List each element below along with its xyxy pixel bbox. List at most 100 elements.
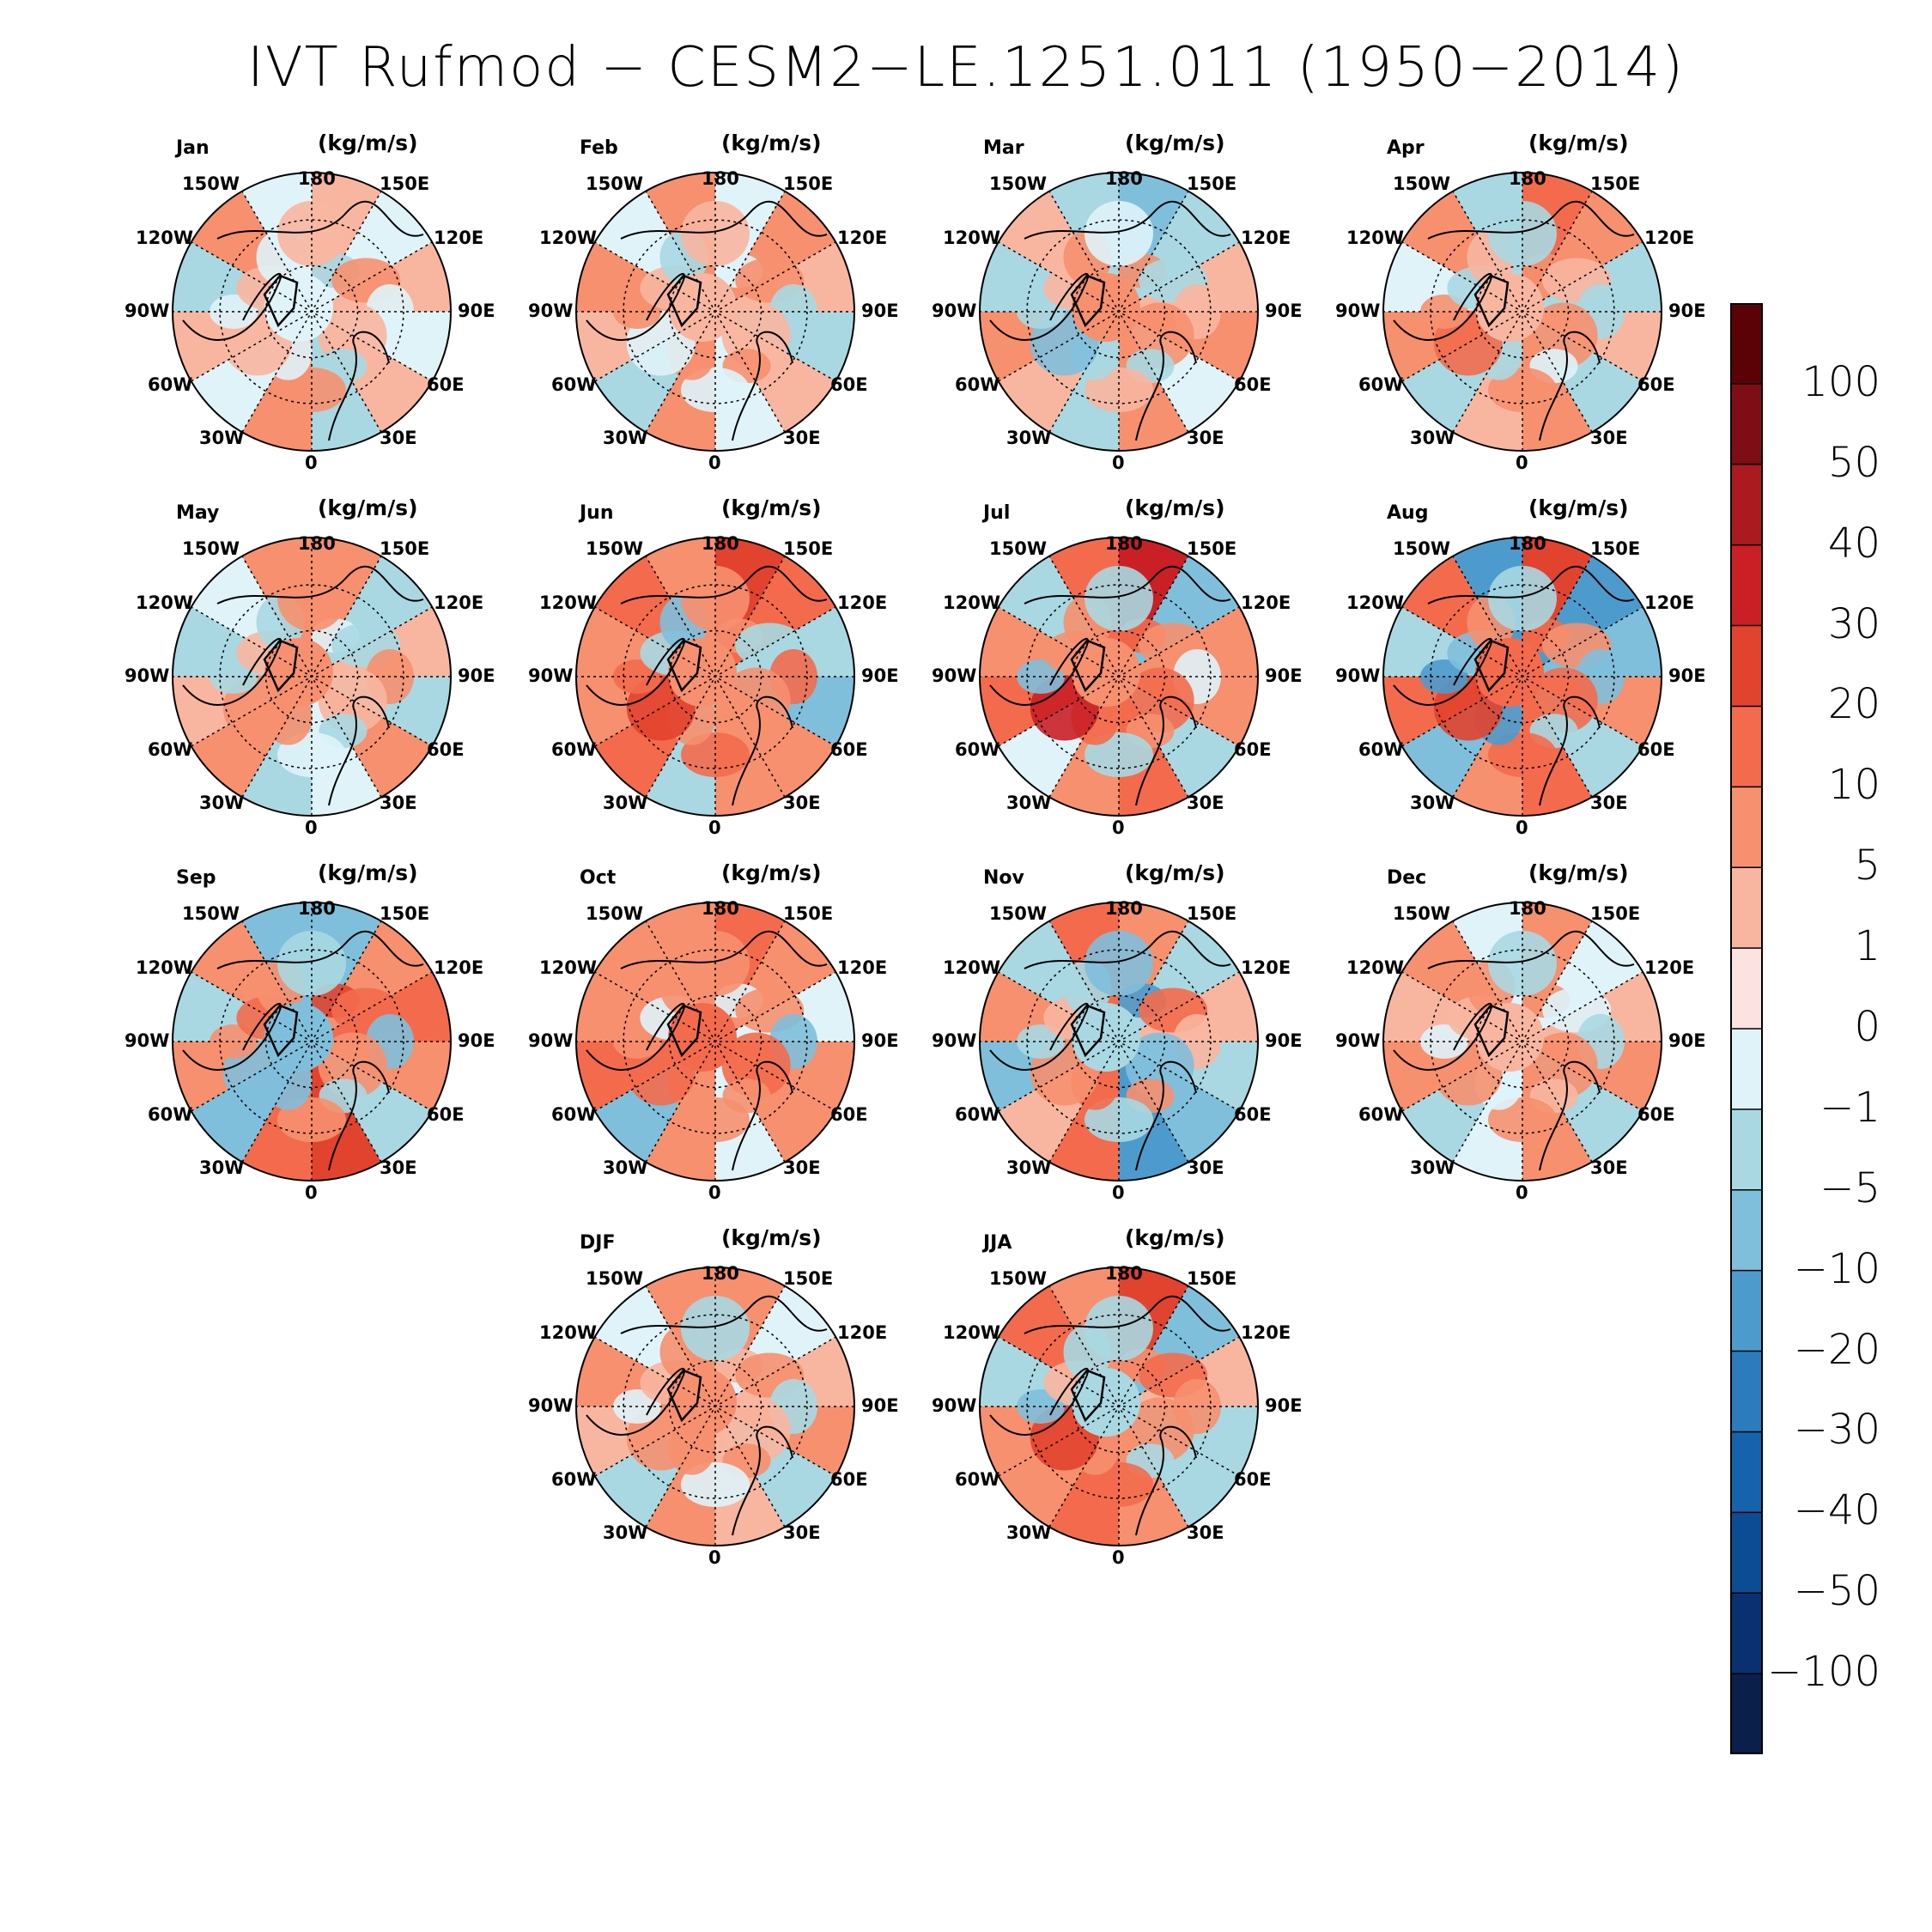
coastline	[1539, 331, 1601, 441]
coastline	[586, 1367, 685, 1436]
meridian-line	[594, 971, 836, 1112]
longitude-label: 150E	[783, 173, 834, 194]
longitude-label: 150W	[586, 903, 643, 924]
longitude-label: 150E	[783, 1268, 834, 1289]
coastline	[1427, 565, 1635, 605]
polar-map	[979, 902, 1259, 1182]
longitude-label: 60W	[955, 739, 1000, 760]
coastline	[989, 637, 1089, 706]
coastline	[586, 637, 685, 706]
polar-map	[1382, 537, 1662, 817]
longitude-label: 60E	[1637, 374, 1675, 395]
colorbar-tick-label: 30	[1827, 599, 1880, 648]
longitude-label: 0	[708, 817, 721, 838]
longitude-label: 90W	[932, 301, 977, 321]
longitude-label: 120E	[1644, 228, 1695, 248]
longitude-label: 120W	[943, 228, 1000, 248]
longitude-label: 90E	[1265, 1030, 1303, 1051]
longitude-label: 90W	[528, 665, 574, 686]
meridian-line	[1401, 606, 1643, 747]
map-panel-feb: Feb (kg/m/s) 180 150W 150E 120W 120E 90W 90E 60W 6…	[528, 129, 936, 489]
coastline	[586, 1002, 685, 1071]
panel-units: (kg/m/s)	[1528, 495, 1629, 520]
colorbar-segment	[1730, 1270, 1763, 1352]
coastline	[620, 565, 828, 605]
longitude-label: 0	[1112, 1547, 1125, 1568]
coastline	[1427, 200, 1635, 240]
polar-cap	[1072, 1003, 1140, 1072]
longitude-label: 150W	[989, 538, 1047, 559]
longitude-label: 30E	[1590, 428, 1628, 448]
map-outline	[575, 537, 855, 817]
coastline	[1393, 272, 1492, 341]
colorbar-tick-label: 0	[1854, 1003, 1880, 1051]
longitude-label: 150E	[1187, 173, 1237, 194]
longitude-label: 120E	[1241, 957, 1291, 978]
longitude-label: 60W	[551, 374, 597, 395]
map-outline	[1382, 537, 1662, 817]
longitude-label: 0	[1112, 817, 1125, 838]
longitude-label: 180	[702, 168, 739, 189]
coastline	[1427, 930, 1635, 969]
longitude-label: 30W	[199, 1157, 245, 1178]
colorbar-segment	[1730, 303, 1763, 385]
panel-units: (kg/m/s)	[721, 495, 822, 520]
longitude-label: 0	[305, 453, 318, 473]
longitude-label: 180	[1105, 168, 1143, 189]
polar-cap	[668, 1003, 737, 1072]
longitude-label: 120E	[1241, 1322, 1291, 1343]
longitude-label: 150E	[783, 538, 834, 559]
coastline	[1024, 565, 1231, 605]
longitude-label: 30W	[1410, 1157, 1455, 1178]
longitude-label: 60W	[148, 739, 193, 760]
panel-label: Jul	[983, 502, 1011, 524]
longitude-label: 60W	[148, 374, 193, 395]
longitude-label: 30W	[1410, 428, 1455, 448]
coastline	[1135, 1060, 1197, 1171]
polar-map	[575, 172, 855, 452]
coastline	[1024, 1295, 1231, 1334]
longitude-label: 120W	[1346, 228, 1404, 248]
meridian-line	[191, 606, 433, 747]
coastline	[732, 1425, 793, 1536]
longitude-label: 60E	[1637, 1104, 1675, 1125]
longitude-label: 120E	[1644, 957, 1695, 978]
polar-cap	[264, 1003, 333, 1072]
colorbar-tick-label: −5	[1820, 1163, 1880, 1212]
polar-map	[172, 537, 452, 817]
longitude-label: 30W	[603, 1157, 648, 1178]
colorbar-segment	[1730, 787, 1763, 868]
panel-units: (kg/m/s)	[1125, 495, 1225, 520]
polar-map	[1382, 172, 1662, 452]
latitude-circle	[623, 219, 808, 404]
longitude-label: 90W	[125, 665, 170, 686]
longitude-label: 150W	[182, 538, 240, 559]
longitude-label: 150W	[182, 903, 240, 924]
longitude-label: 150W	[586, 538, 643, 559]
longitude-label: 0	[1112, 1182, 1125, 1203]
panel-label: Apr	[1387, 137, 1425, 159]
coastline	[263, 639, 299, 693]
longitude-label: 90W	[125, 1030, 170, 1051]
panel-units: (kg/m/s)	[1125, 860, 1225, 885]
longitude-label: 60E	[830, 1469, 868, 1490]
map-panel-aug: Aug (kg/m/s) 180 150W 150E 120W 120E 90W 90E 60W 6…	[1335, 494, 1743, 854]
longitude-label: 150W	[586, 1268, 643, 1289]
longitude-label: 30E	[783, 1157, 821, 1178]
longitude-label: 150W	[989, 173, 1047, 194]
colorbar	[1730, 303, 1763, 1755]
coastline	[1539, 1060, 1601, 1171]
longitude-label: 30E	[783, 428, 821, 448]
map-outline	[172, 902, 452, 1182]
coastline	[328, 1060, 390, 1171]
longitude-label: 60W	[1358, 374, 1404, 395]
meridian-line	[191, 241, 433, 382]
map-outline	[575, 902, 855, 1182]
longitude-label: 30W	[603, 1522, 648, 1543]
colorbar-tick-label: 100	[1801, 357, 1880, 406]
coastline	[1135, 331, 1197, 441]
map-panel-dec: Dec (kg/m/s) 180 150W 150E 120W 120E 90W 90E 60W 6…	[1335, 859, 1743, 1219]
meridian-line	[594, 606, 836, 747]
longitude-label: 150W	[989, 903, 1047, 924]
colorbar-segment	[1730, 625, 1763, 707]
